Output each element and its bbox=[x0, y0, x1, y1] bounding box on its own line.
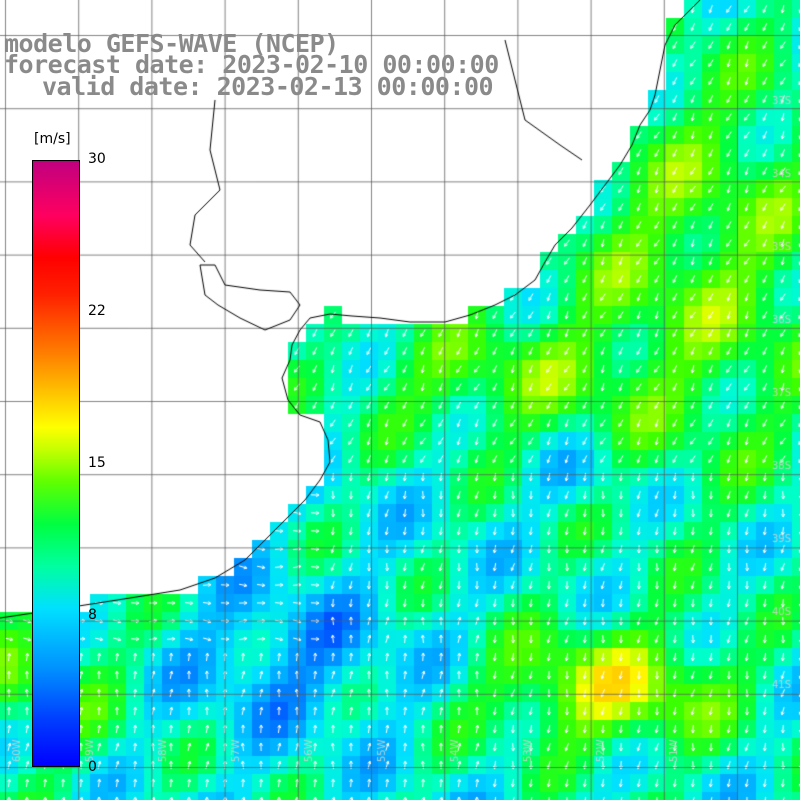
model-title: modelo GEFS-WAVE (NCEP) bbox=[4, 29, 339, 58]
colorbar-tick-0: 0 bbox=[88, 759, 97, 775]
colorbar-tick-30: 30 bbox=[88, 151, 106, 167]
forecast-date: forecast date: 2023-02-10 00:00:00 bbox=[4, 50, 499, 79]
colorbar bbox=[32, 160, 80, 767]
colorbar-unit: [m/s] bbox=[34, 131, 71, 147]
colorbar-tick-22: 22 bbox=[88, 303, 106, 319]
valid-date: valid date: 2023-02-13 00:00:00 bbox=[42, 72, 494, 101]
colorbar-tick-8: 8 bbox=[88, 607, 97, 623]
colorbar-tick-15: 15 bbox=[88, 455, 106, 471]
